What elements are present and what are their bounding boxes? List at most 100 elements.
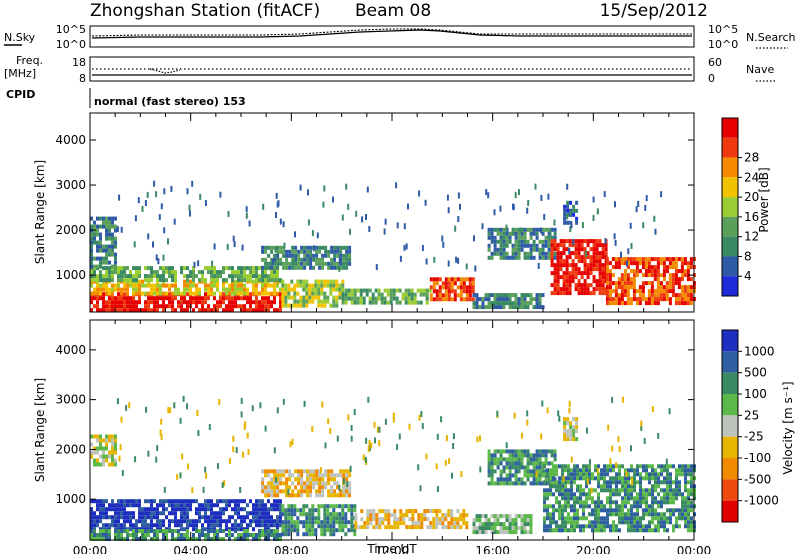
velocity-x-axis: 00:00 04:00 08:00 12:00 16:00 20:00 00:00: [73, 320, 711, 558]
heatmap-cell: [183, 287, 186, 292]
heatmap-cell: [505, 235, 509, 240]
heatmap-cell: [144, 507, 147, 512]
heatmap-cell: [571, 275, 575, 280]
heatmap-cell: [171, 291, 174, 296]
heatmap-cell: [350, 508, 354, 513]
heatmap-cell: [204, 503, 207, 508]
heatmap-cell: [666, 516, 669, 521]
heatmap-cell: [508, 522, 512, 527]
heatmap-cell: [636, 520, 639, 525]
heatmap-cell: [487, 461, 491, 466]
heatmap-cell: [648, 488, 651, 493]
heatmap-cell: [535, 481, 539, 486]
heatmap-cell: [674, 297, 678, 302]
heatmap-cell: [586, 275, 590, 280]
heatmap-cell: [350, 512, 354, 517]
echo-mark: [176, 473, 179, 480]
heatmap-cell: [647, 261, 651, 266]
heatmap-cell: [541, 227, 545, 232]
heatmap-cell: [677, 257, 681, 262]
heatmap-cell: [609, 480, 612, 485]
heatmap-cell: [198, 529, 201, 533]
heatmap-cell: [680, 273, 684, 278]
heatmap-cell: [627, 492, 630, 497]
heatmap-cell: [574, 287, 578, 292]
heatmap-cell: [588, 476, 591, 481]
heatmap-cell: [597, 508, 600, 513]
heatmap-cell: [204, 283, 207, 288]
heatmap-cell: [90, 240, 93, 245]
heatmap-cell: [438, 289, 442, 294]
heatmap-cell: [502, 469, 506, 474]
heatmap-cell: [276, 283, 279, 288]
heatmap-cell: [378, 521, 382, 526]
heatmap-cell: [326, 299, 330, 304]
heatmap-cell: [568, 263, 572, 268]
nsearch-label: N.Search: [746, 31, 796, 44]
heatmap-cell: [647, 273, 651, 278]
heatmap-cell: [219, 507, 222, 512]
heatmap-cell: [192, 296, 195, 301]
heatmap-cell: [690, 476, 693, 481]
heatmap-cell: [609, 512, 612, 517]
heatmap-cell: [123, 523, 126, 528]
heatmap-cell: [90, 511, 93, 516]
heatmap-cell: [99, 240, 102, 245]
heatmap-cell: [195, 300, 198, 305]
heatmap-cell: [543, 472, 546, 477]
heatmap-cell: [563, 212, 567, 217]
heatmap-cell: [684, 476, 687, 481]
heatmap-cell: [336, 265, 340, 270]
heatmap-cell: [462, 509, 466, 514]
heatmap-cell: [589, 291, 593, 296]
echo-mark: [213, 243, 216, 250]
heatmap-cell: [108, 236, 111, 241]
heatmap-cell: [240, 296, 243, 301]
heatmap-cell: [526, 469, 530, 474]
heatmap-cell: [299, 279, 303, 284]
heatmap-cell: [420, 517, 424, 522]
heatmap-cell: [365, 288, 369, 293]
heatmap-cell: [141, 529, 144, 533]
echo-mark: [562, 475, 565, 482]
heatmap-region-3: [90, 216, 117, 269]
heatmap-cell: [111, 503, 114, 508]
velocity-y-label: Slant Range [km]: [33, 378, 47, 482]
heatmap-cell: [252, 291, 255, 296]
heatmap-cell: [564, 464, 567, 469]
heatmap-cell: [332, 532, 336, 537]
heatmap-cell: [294, 493, 298, 498]
heatmap-cell: [216, 499, 219, 504]
heatmap-cell: [657, 524, 660, 529]
heatmap-cell: [305, 291, 309, 296]
heatmap-cell: [129, 296, 132, 301]
heatmap-cell: [225, 304, 228, 309]
heatmap-cell: [662, 285, 666, 290]
heatmap-cell: [411, 509, 415, 514]
heatmap-cell: [618, 492, 621, 497]
freq-panel: Freq. [MHz] 18 8 60 0 Nave: [4, 54, 776, 85]
echo-mark: [499, 205, 502, 212]
heatmap-cell: [195, 511, 198, 516]
heatmap-cell: [231, 499, 234, 504]
heatmap-cell: [329, 303, 333, 308]
heatmap-cell: [490, 522, 494, 527]
heatmap-cell: [538, 251, 542, 256]
y-tick-label: 1000: [55, 268, 86, 282]
heatmap-cell: [636, 504, 639, 509]
heatmap-cell: [144, 274, 147, 279]
heatmap-cell: [484, 305, 488, 310]
heatmap-cell: [678, 508, 681, 513]
heatmap-cell: [550, 449, 554, 454]
heatmap-cell: [511, 481, 515, 486]
echo-mark: [620, 251, 622, 258]
heatmap-cell: [207, 499, 210, 504]
heatmap-cell: [267, 245, 271, 250]
heatmap-cell: [279, 537, 282, 541]
heatmap-cell: [309, 493, 313, 498]
heatmap-cell: [517, 526, 521, 531]
echo-mark: [118, 455, 121, 462]
heatmap-cell: [663, 492, 666, 497]
heatmap-cell: [362, 300, 366, 305]
